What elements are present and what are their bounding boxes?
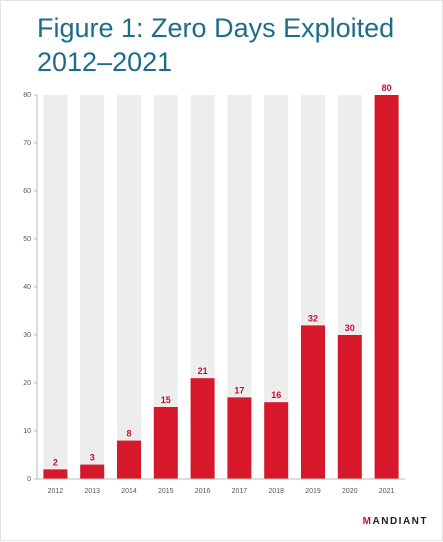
bar	[374, 95, 399, 479]
bar-value-label: 32	[308, 313, 318, 323]
bar-value-label: 3	[90, 453, 95, 463]
x-tick-label: 2016	[195, 488, 211, 495]
bar-value-label: 2	[53, 457, 58, 467]
bar-value-label: 16	[271, 390, 281, 400]
logo-rest: ANDIANT	[372, 516, 428, 527]
bar	[337, 335, 362, 479]
bar	[80, 464, 105, 479]
x-tick-label: 2013	[84, 488, 100, 495]
bar	[117, 440, 141, 479]
x-tick-label: 2017	[232, 488, 248, 495]
x-tick-label: 2018	[268, 488, 284, 495]
bar	[43, 469, 68, 479]
x-tick-label: 2015	[158, 488, 174, 495]
x-tick-label: 2020	[342, 488, 358, 495]
chart-title: Figure 1: Zero Days Exploited 2012–2021	[37, 13, 395, 77]
mandiant-logo: MANDIANT	[363, 516, 428, 527]
bar	[264, 402, 289, 479]
bar-track	[80, 95, 105, 479]
y-tick-label: 50	[23, 236, 31, 243]
bar	[190, 378, 215, 479]
bar-track	[43, 95, 68, 479]
x-tick-label: 2014	[121, 488, 137, 495]
y-tick-label: 70	[23, 140, 31, 147]
bar	[227, 397, 252, 479]
x-tick-label: 2021	[379, 488, 395, 495]
bar-value-label: 15	[161, 395, 171, 405]
y-tick-label: 40	[23, 284, 31, 291]
y-tick-label: 20	[23, 380, 31, 387]
y-tick-label: 60	[23, 188, 31, 195]
bar-value-label: 80	[382, 83, 392, 93]
logo-first-letter: M	[362, 516, 373, 527]
bar-value-label: 17	[234, 385, 244, 395]
bar	[153, 407, 178, 479]
y-tick-label: 10	[23, 428, 31, 435]
y-tick-label: 0	[27, 476, 31, 483]
x-tick-label: 2019	[305, 488, 321, 495]
y-tick-label: 30	[23, 332, 31, 339]
bar-value-label: 30	[345, 323, 355, 333]
bar	[301, 325, 325, 479]
bar-track	[117, 95, 141, 479]
bar-value-label: 21	[198, 366, 208, 376]
x-tick-label: 2012	[48, 488, 64, 495]
bar-value-label: 8	[126, 429, 131, 439]
y-tick-label: 80	[23, 92, 31, 99]
